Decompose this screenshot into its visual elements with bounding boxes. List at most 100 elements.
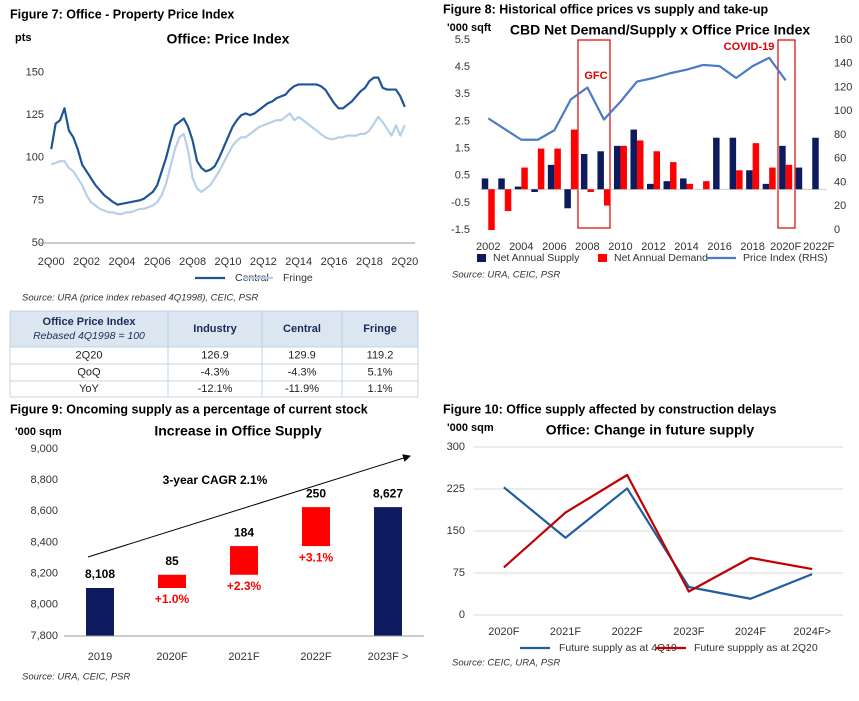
legend-swatch [598,254,607,262]
x-tick-label: 2Q20 [391,256,418,268]
value-label: 8,108 [85,567,115,581]
table-cell: -12.1% [198,383,233,395]
y2-tick-label: 60 [834,153,846,165]
table-cell: 129.9 [288,349,316,361]
bar [636,140,644,190]
x-tick-label: 2018 [740,241,764,253]
table-header: Fringe [363,323,397,335]
y-axis-label: '000 sqft [447,22,492,34]
chart-title: CBD Net Demand/Supply x Office Price Ind… [510,22,811,38]
value-label: 8,627 [373,486,403,500]
y2-tick-label: 120 [834,81,852,93]
y-tick-label: 8,200 [30,568,58,580]
source-note: Source: URA (price index rebased 4Q1998)… [22,293,258,304]
bar [547,164,555,190]
y-tick-label: 1.5 [455,142,470,154]
chart-title: Increase in Office Supply [154,423,321,439]
table-subheader: Rebased 4Q1998 = 100 [33,330,145,342]
table-header-bg [10,311,418,347]
bar [537,148,545,190]
annotation: COVID-19 [724,41,775,53]
bar [746,170,753,190]
y-tick-label: 5.5 [455,34,470,46]
y-axis-label: '000 sqm [447,422,494,434]
y-tick-label: -1.5 [451,224,470,236]
x-tick-label: 2Q12 [250,256,277,268]
bar [521,167,528,190]
y-tick-label: 100 [26,152,44,164]
y-tick-label: 75 [453,567,465,579]
source-note: Source: URA, CEIC, PSR [22,672,130,683]
bar [554,148,561,190]
x-tick-label: 2019 [88,651,112,663]
y-tick-label: 225 [447,483,465,495]
y2-tick-label: 0 [834,224,840,236]
table-cell: 126.9 [201,349,229,361]
y-tick-label: 8,400 [30,536,58,548]
bar [230,546,258,575]
table-cell: 1.1% [367,383,392,395]
bar [752,143,760,190]
x-tick-label: 2021F [550,626,581,638]
legend-label: Future suppply as at 2Q20 [694,642,818,654]
x-tick-label: 2006 [542,241,566,253]
legend-label: Fringe [283,272,313,284]
legend-label: Price Index (RHS) [743,252,828,264]
figure-title: Figure 10: Office supply affected by con… [443,402,776,416]
y-tick-label: 2.5 [455,115,470,127]
line-series [50,76,406,206]
x-tick-label: 2023F [673,626,704,638]
bar [663,181,671,190]
y-tick-label: 9,000 [30,443,58,455]
y-tick-label: 75 [32,194,44,206]
figure-title: Figure 9: Oncoming supply as a percentag… [10,402,368,416]
y-tick-label: 150 [447,525,465,537]
x-tick-label: 2Q04 [108,256,135,268]
y2-tick-label: 100 [834,105,852,117]
x-tick-label: 2014 [674,241,698,253]
change-label: +1.0% [155,592,190,606]
figure-title: Figure 7: Office - Property Price Index [10,7,234,21]
y-axis-label: '000 sqm [15,426,62,438]
legend-label: Net Annual Supply [493,252,580,264]
line-series [487,56,787,141]
y-tick-label: 4.5 [455,61,470,73]
change-label: +3.1% [299,550,334,564]
bar [158,574,186,589]
bar [504,189,512,211]
y-tick-label: 125 [26,109,44,121]
table-cell: -4.3% [201,366,230,378]
bar [769,167,776,190]
bar [488,189,495,230]
table-cell: -11.9% [285,383,319,395]
bar [481,178,489,190]
value-label: 250 [306,486,326,500]
y2-tick-label: 160 [834,34,852,46]
x-tick-label: 2008 [575,241,599,253]
bar [785,164,793,190]
bar [680,178,687,190]
x-tick-label: 2Q16 [321,256,348,268]
y2-tick-label: 20 [834,200,846,212]
annotation: GFC [584,70,607,82]
x-tick-label: 2020F [488,626,519,638]
table-cell: 2Q20 [76,349,103,361]
x-tick-label: 2024F [735,626,766,638]
bar [580,154,588,190]
x-tick-label: 2Q02 [73,256,100,268]
value-label: 184 [234,525,254,539]
line-series [50,112,406,216]
x-tick-label: 2012 [641,241,665,253]
y-tick-label: 3.5 [455,88,470,100]
x-tick-label: 2Q06 [144,256,171,268]
y-tick-label: 8,800 [30,474,58,486]
line-series [503,473,813,593]
bar [630,129,637,190]
bar [514,186,522,190]
bar [795,167,803,190]
bar [498,178,505,190]
bar [779,145,786,190]
covid-box [777,39,796,229]
table-cell: QoQ [77,366,101,378]
x-tick-label: 2022F [300,651,331,663]
